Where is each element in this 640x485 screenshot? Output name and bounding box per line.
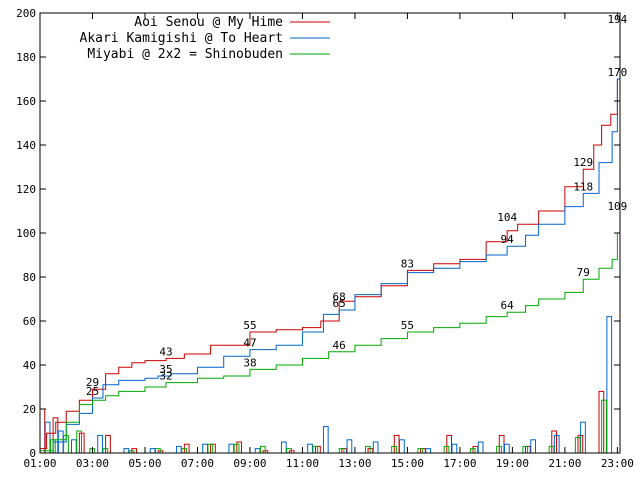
data-label-series-2: 194 [607, 13, 627, 26]
x-tick-label: 21:00 [548, 457, 581, 470]
data-label-series-3: 38 [243, 356, 256, 369]
data-label-series-3: 32 [159, 370, 172, 383]
data-label-series-2: 47 [243, 337, 256, 350]
data-label-series-1: 104 [497, 211, 517, 224]
x-tick-label: 13:00 [338, 457, 371, 470]
y-tick-label: 20 [23, 403, 36, 416]
x-tick-label: 03:00 [76, 457, 109, 470]
y-tick-label: 60 [23, 315, 36, 328]
y-tick-label: 140 [16, 139, 36, 152]
y-tick-label: 120 [16, 183, 36, 196]
data-label-series-1: 68 [333, 290, 346, 303]
legend-label-series-1: Aoi Senou @ My Hime [134, 15, 283, 30]
axes-layer: 0 20 40 60 80 100 120 140 160 180 200 01:00 03:00 05:… [16, 7, 634, 470]
y-tick-label: 80 [23, 271, 36, 284]
data-label-series-1: 129 [573, 156, 593, 169]
data-label-series-3: 46 [333, 339, 346, 352]
data-label-series-1: 170 [607, 66, 627, 79]
labels-layer: 29 43 55 68 83 104 129 170 25 35 47 65 94 118 194 32 38 4… [86, 13, 628, 398]
data-label-series-3: 109 [607, 200, 627, 213]
y-tick-label: 40 [23, 359, 36, 372]
data-label-series-1: 43 [159, 345, 172, 358]
x-tick-label: 11:00 [286, 457, 319, 470]
cumulative-line-series-1 [40, 68, 621, 450]
data-label-series-3: 79 [577, 266, 590, 279]
x-tick-label: 17:00 [443, 457, 476, 470]
legend-label-series-3: Miyabi @ 2x2 = Shinobuden [87, 47, 283, 62]
legend-label-series-2: Akari Kamigishi @ To Heart [80, 31, 284, 46]
x-tick-label: 09:00 [233, 457, 266, 470]
data-label-series-2: 25 [86, 385, 99, 398]
y-tick-label: 160 [16, 95, 36, 108]
y-tick-label: 180 [16, 51, 36, 64]
x-tick-label: 19:00 [496, 457, 529, 470]
data-label-series-2: 118 [573, 180, 593, 193]
data-label-series-3: 64 [501, 299, 515, 312]
data-label-series-1: 83 [401, 257, 414, 270]
y-tick-label: 200 [16, 7, 36, 20]
y-tick-label: 0 [29, 447, 36, 460]
lines-layer [40, 26, 621, 454]
cumulative-line-series-2 [40, 26, 621, 454]
data-label-series-1: 29 [86, 376, 99, 389]
data-label-series-2: 65 [333, 297, 346, 310]
data-label-series-2: 35 [159, 363, 172, 376]
data-label-series-2: 94 [501, 233, 515, 246]
y-tick-label: 100 [16, 227, 36, 240]
x-tick-label: 05:00 [128, 457, 161, 470]
x-tick-label: 07:00 [181, 457, 214, 470]
data-label-series-1: 55 [243, 319, 256, 332]
x-tick-label: 15:00 [391, 457, 424, 470]
x-tick-label: 23:00 [601, 457, 634, 470]
cumulative-line-series-3 [40, 213, 621, 452]
data-label-series-3: 55 [401, 319, 414, 332]
x-tick-label: 01:00 [23, 457, 56, 470]
